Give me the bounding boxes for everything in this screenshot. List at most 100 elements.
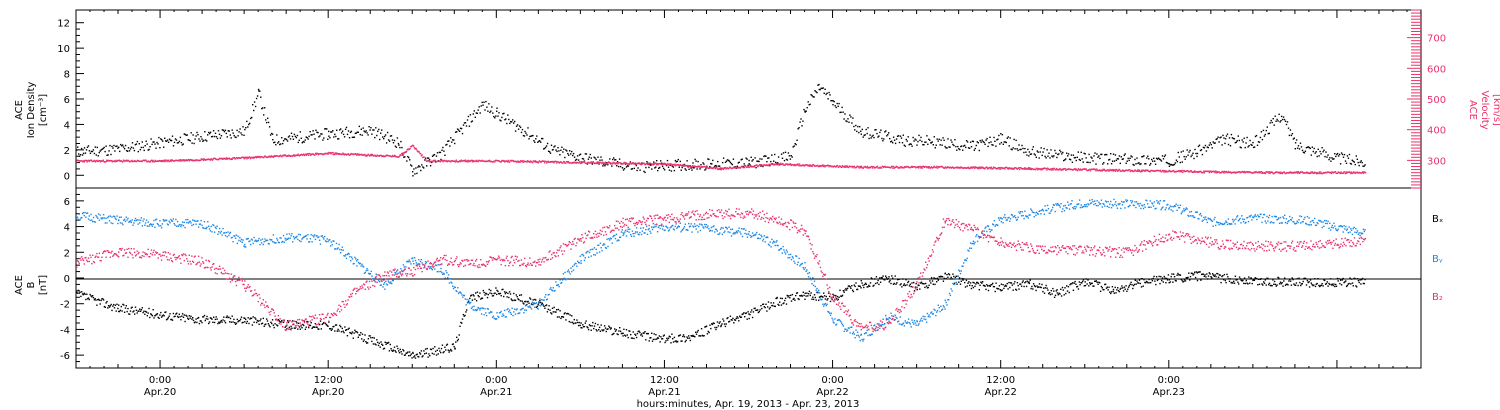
bx-point [349,331,351,334]
density-point [210,136,213,138]
bx-point [594,322,597,325]
bx-point [885,276,888,279]
density-point [193,142,195,145]
bx-point [1240,279,1242,281]
bx-point [1255,277,1257,280]
bx-point [428,353,430,355]
bx-point [578,321,581,324]
bx-point [391,349,393,352]
velocity-point [1346,172,1348,174]
velocity-point [1336,172,1339,175]
density-point [578,154,581,156]
density-point [454,142,456,145]
velocity-point [871,167,874,169]
bx-point [458,334,460,336]
density-point [417,166,419,168]
bx-point [83,292,85,294]
velocity-point [1039,169,1042,171]
bx-point [834,299,836,301]
density-point [1030,153,1033,155]
density-point [743,163,745,165]
density-point [897,135,900,137]
density-point [1253,146,1256,148]
density-point [348,137,351,139]
density-point [569,150,571,152]
velocity-point [465,161,467,163]
density-point [293,133,296,136]
density-point [1201,153,1204,156]
velocity-point [932,166,935,169]
density-point [209,132,211,135]
bx-point [431,352,433,355]
density-point [213,135,216,138]
density-point [1060,151,1062,153]
velocity-point [1229,171,1232,173]
density-point [535,138,537,140]
bx-point [936,277,939,279]
bx-point [1194,276,1197,279]
bx-point [859,285,861,287]
bx-point [924,286,926,289]
density-point [636,169,638,172]
velocity-point [655,162,657,164]
velocity-point [96,159,98,162]
bx-point [413,355,416,357]
bx-point [743,312,745,314]
velocity-point [1093,168,1095,171]
bx-point [1109,291,1111,293]
bx-point [1009,282,1012,284]
density-point [1167,162,1170,165]
bx-point [1178,274,1181,276]
density-point [1165,161,1168,164]
velocity-point [786,163,788,165]
bx-point [870,277,873,279]
bx-point [454,348,456,350]
density-point [583,160,586,162]
bx-point [510,298,512,300]
bx-point [225,316,227,319]
bx-point [1248,276,1250,278]
bx-point [221,321,223,323]
density-point [1288,134,1291,137]
density-point [151,143,153,146]
velocity-point [415,147,417,149]
bx-point [733,322,735,324]
bx-point [1243,282,1245,285]
bx-point [884,279,886,281]
bx-point [1198,271,1200,273]
density-point [980,141,982,143]
density-point [810,94,812,96]
density-point [967,147,970,149]
bx-point [491,292,493,295]
density-point [119,150,121,153]
bx-point [806,292,808,294]
velocity-point [1163,171,1165,173]
bx-point [555,311,557,313]
bx-point [409,354,412,357]
bx-point [278,320,280,322]
velocity-point [967,166,970,168]
bx-point [1217,276,1220,278]
density-point [85,149,88,151]
bx-point [1261,283,1263,285]
bx-point [101,298,103,300]
density-point [661,165,664,168]
bx-point [1168,279,1171,281]
bx-point [582,324,584,326]
velocity-point [118,159,121,161]
density-point [125,149,128,152]
density-point [952,143,954,146]
bx-point [176,315,179,318]
velocity-point [1334,171,1337,173]
velocity-point [143,159,145,161]
bx-point [311,327,313,330]
velocity-point [1095,170,1097,172]
velocity-point [1162,169,1164,172]
density-point [1319,150,1321,153]
density-point [474,116,476,118]
density-point [1243,137,1245,139]
velocity-point [267,156,269,158]
bx-point [1016,282,1019,284]
density-point [788,155,791,157]
bx-point [1141,278,1143,280]
